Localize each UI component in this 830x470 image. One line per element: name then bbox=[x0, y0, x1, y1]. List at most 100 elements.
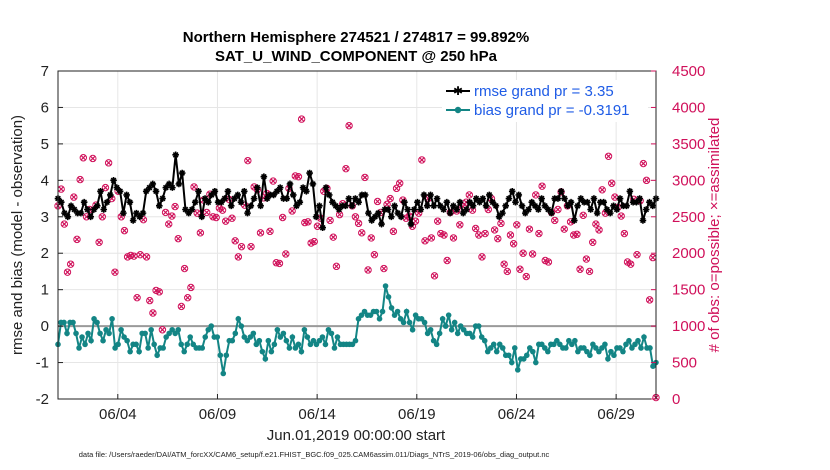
bias-point bbox=[181, 348, 188, 355]
rmse-point bbox=[368, 217, 376, 224]
x-tick-label: 06/09 bbox=[199, 406, 237, 423]
obs-possible-marker bbox=[345, 121, 353, 130]
obs-possible-marker bbox=[275, 259, 284, 268]
rmse-point bbox=[456, 198, 464, 206]
y-tick-left-label: -2 bbox=[36, 391, 49, 408]
bias-point bbox=[499, 345, 506, 351]
obs-assimilated-marker bbox=[561, 226, 568, 232]
bias-point bbox=[469, 334, 476, 340]
rmse-point bbox=[401, 198, 408, 206]
obs-possible-marker bbox=[440, 231, 448, 239]
obs-possible-marker bbox=[538, 182, 546, 190]
obs-possible-marker bbox=[620, 229, 629, 238]
obs-assimilated-marker bbox=[245, 157, 251, 164]
rmse-point bbox=[450, 202, 457, 210]
bias-point bbox=[647, 345, 653, 351]
bias-point bbox=[385, 294, 392, 300]
bias-point bbox=[421, 319, 428, 326]
obs-assimilated-marker bbox=[238, 243, 245, 250]
obs-assimilated-marker bbox=[61, 221, 68, 227]
bias-point bbox=[262, 356, 269, 362]
rmse-point bbox=[567, 198, 575, 206]
rmse-point bbox=[446, 209, 454, 217]
obs-possible-marker bbox=[579, 211, 587, 220]
obs-possible-marker bbox=[595, 226, 603, 234]
obs-assimilated-marker bbox=[545, 259, 552, 265]
rmse-point bbox=[378, 220, 385, 228]
rmse-point bbox=[374, 209, 382, 217]
bias-point bbox=[286, 345, 293, 351]
obs-assimilated-marker bbox=[621, 230, 628, 237]
obs-assimilated-marker bbox=[64, 269, 71, 275]
rmse-point bbox=[247, 202, 255, 210]
x-tick-label: 06/24 bbox=[498, 406, 536, 423]
rmse-point bbox=[512, 198, 519, 206]
obs-possible-marker bbox=[111, 268, 119, 276]
rmse-point bbox=[93, 202, 101, 210]
rmse-point bbox=[175, 180, 183, 188]
obs-possible-marker bbox=[247, 242, 255, 251]
bias-point bbox=[490, 341, 497, 348]
obs-assimilated-marker bbox=[494, 235, 501, 242]
obs-assimilated-marker bbox=[257, 229, 264, 236]
rmse-point bbox=[296, 198, 304, 206]
obs-assimilated-marker bbox=[491, 227, 498, 233]
rmse-point bbox=[120, 209, 127, 217]
obs-assimilated-marker bbox=[504, 268, 511, 275]
obs-possible-marker bbox=[373, 197, 382, 206]
rmse-point bbox=[299, 184, 307, 191]
bias-point bbox=[394, 308, 401, 315]
obs-possible-marker bbox=[645, 296, 654, 304]
obs-possible-marker bbox=[269, 177, 277, 185]
obs-assimilated-marker bbox=[479, 254, 485, 260]
bias-point bbox=[208, 323, 215, 329]
obs-possible-marker bbox=[297, 115, 306, 123]
obs-possible-marker bbox=[142, 253, 151, 261]
obs-possible-marker bbox=[120, 226, 129, 235]
obs-assimilated-marker bbox=[605, 153, 612, 160]
obs-assimilated-marker bbox=[593, 221, 599, 227]
legend-rmse-label: rmse grand pr = 3.35 bbox=[474, 83, 614, 100]
rmse-point bbox=[90, 206, 98, 213]
obs-assimilated-marker bbox=[387, 195, 394, 202]
bias-point bbox=[295, 341, 302, 348]
bias-point bbox=[445, 312, 452, 318]
bias-point bbox=[220, 370, 227, 377]
obs-possible-marker bbox=[98, 213, 106, 221]
rmse-point bbox=[577, 195, 585, 202]
obs-possible-marker bbox=[361, 173, 369, 182]
obs-possible-marker bbox=[554, 205, 562, 214]
rmse-point bbox=[185, 209, 193, 217]
rmse-point bbox=[388, 213, 395, 221]
rmse-point bbox=[394, 209, 402, 217]
bias-point bbox=[85, 330, 91, 337]
legend-bias-marker bbox=[454, 106, 462, 114]
rmse-point bbox=[482, 202, 490, 210]
obs-assimilated-marker bbox=[520, 250, 526, 257]
obs-possible-marker bbox=[576, 265, 584, 273]
obs-possible-marker bbox=[494, 234, 502, 243]
obs-assimilated-marker bbox=[434, 218, 441, 224]
obs-possible-marker bbox=[184, 293, 192, 302]
bias-point bbox=[76, 345, 82, 351]
obs-possible-marker bbox=[76, 175, 84, 184]
obs-possible-marker bbox=[525, 225, 534, 233]
rmse-point bbox=[231, 195, 238, 202]
y-tick-left-label: 4 bbox=[41, 172, 49, 189]
obs-assimilated-marker bbox=[551, 217, 558, 224]
bias-point bbox=[529, 348, 536, 355]
rmse-point bbox=[289, 191, 297, 199]
rmse-point bbox=[384, 206, 392, 213]
rmse-point bbox=[142, 187, 150, 195]
obs-assimilated-marker bbox=[314, 223, 321, 230]
rmse-point bbox=[250, 195, 258, 202]
obs-possible-marker bbox=[187, 283, 195, 292]
rmse-point bbox=[548, 209, 555, 217]
rmse-point bbox=[649, 202, 657, 210]
rmse-point bbox=[182, 206, 189, 213]
bias-point bbox=[109, 316, 115, 322]
rmse-point bbox=[345, 195, 353, 202]
rmse-point bbox=[600, 198, 608, 206]
bias-point bbox=[322, 341, 329, 348]
bias-point bbox=[280, 330, 287, 337]
